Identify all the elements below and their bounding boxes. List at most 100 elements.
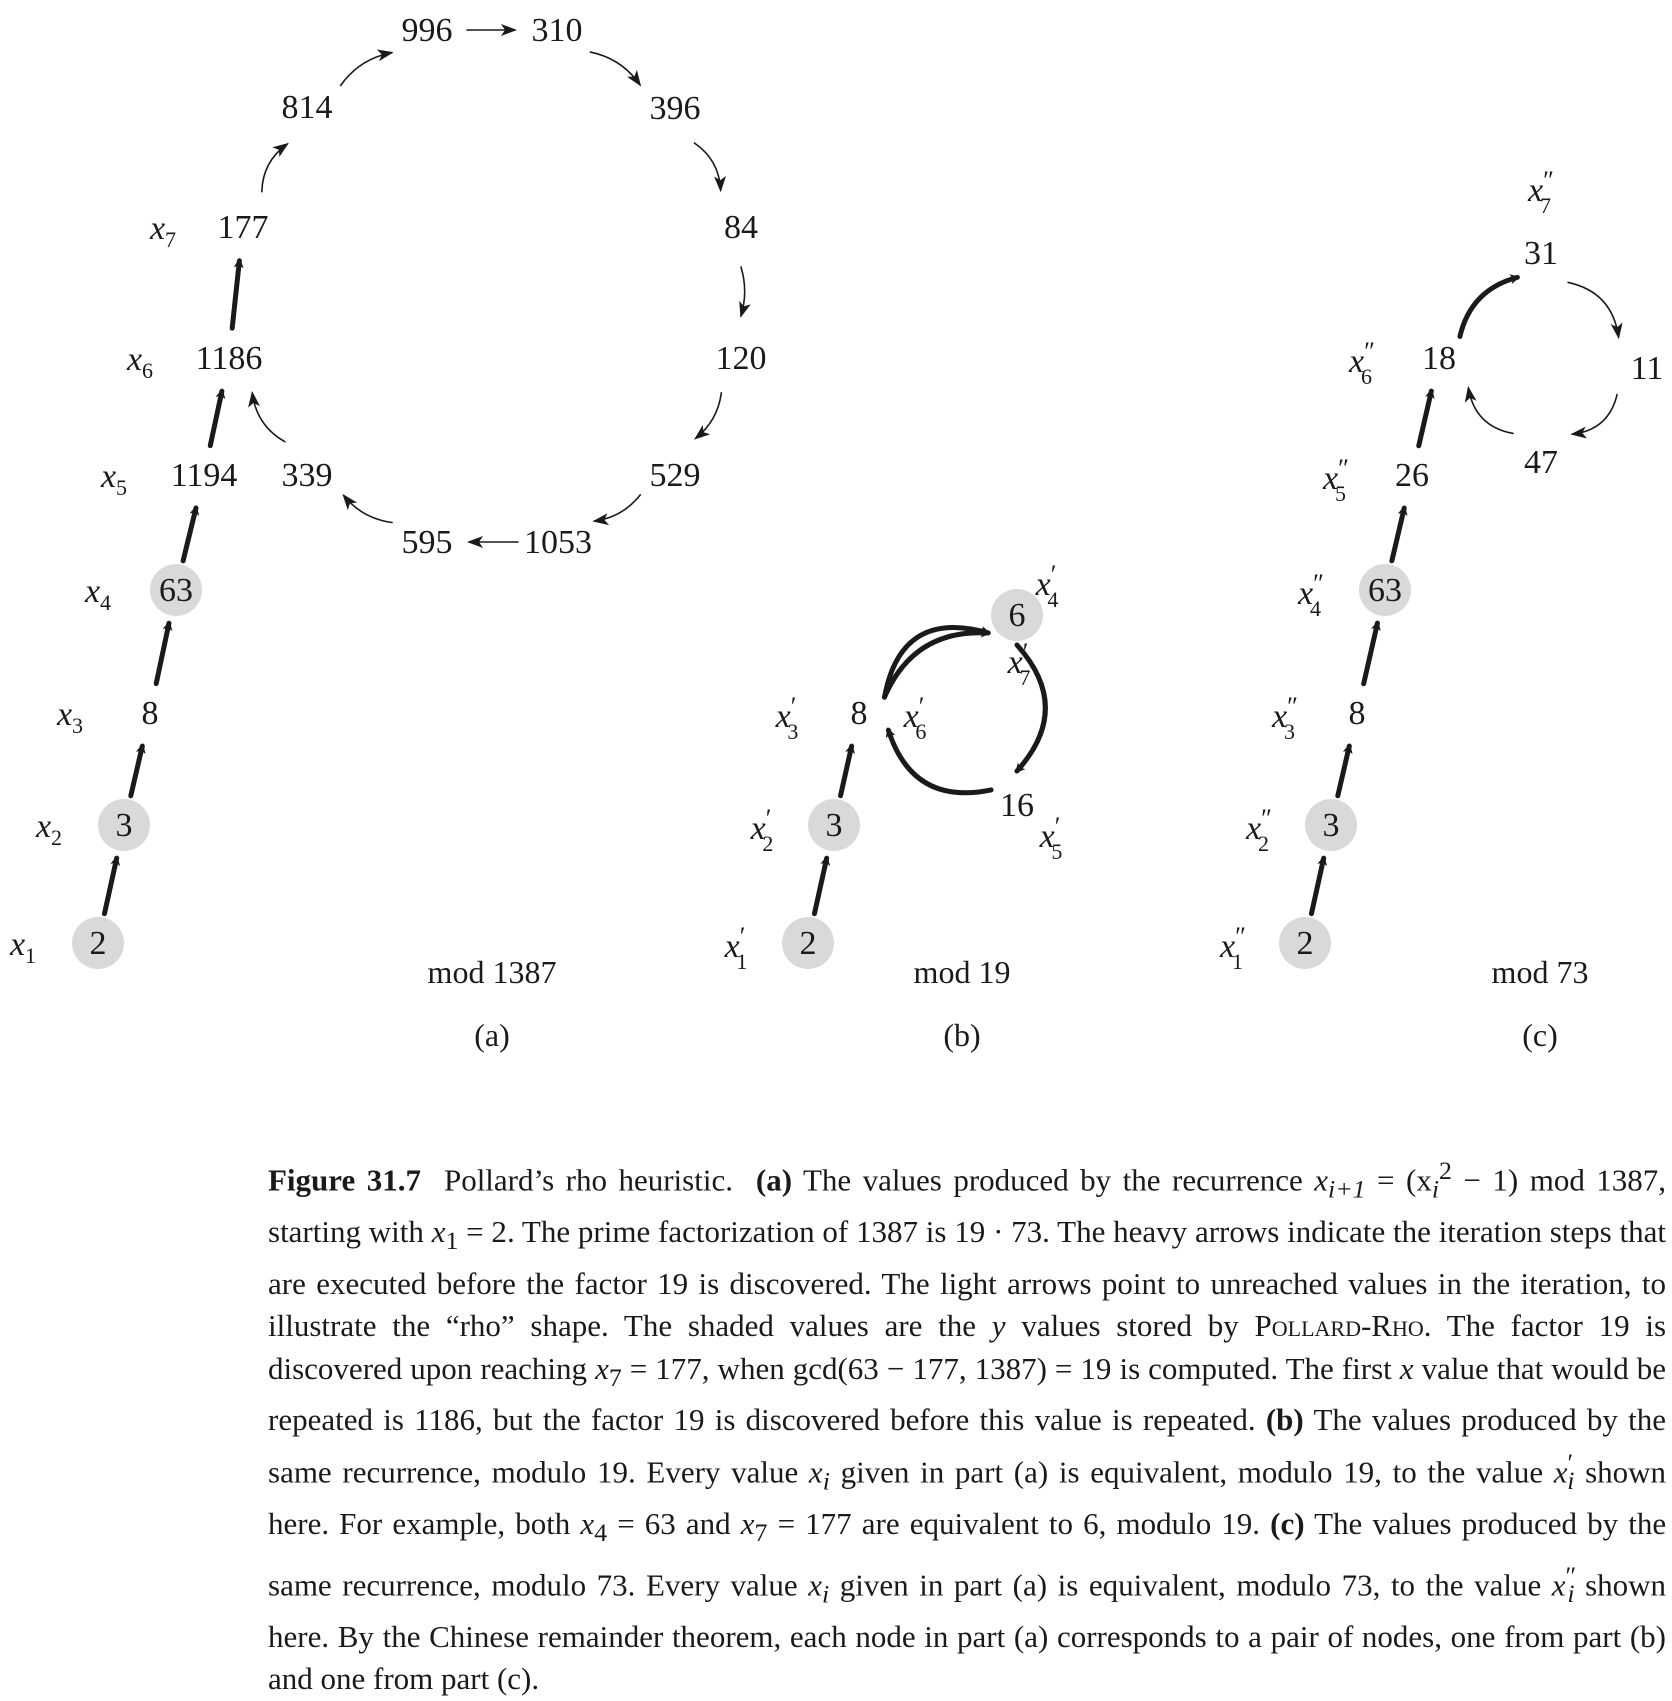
heavy-arrow-c2-c3 xyxy=(1308,855,1328,917)
edges xyxy=(101,24,1623,917)
light-arrow-a177-a814 xyxy=(261,142,289,193)
math-text: = 177 xyxy=(767,1505,852,1541)
node-value: 2 xyxy=(90,925,107,962)
mod-label-a: mod 1387 xyxy=(428,954,557,990)
node-a177: 177 xyxy=(218,209,269,246)
math-var: y xyxy=(991,1308,1006,1344)
mod-label-c: mod 73 xyxy=(1492,954,1589,990)
math-var: x xyxy=(595,1350,609,1386)
light-arrow-a339-a1186 xyxy=(248,390,286,443)
math-var: x xyxy=(1314,1162,1329,1198)
node-value: 31 xyxy=(1524,235,1558,272)
light-arrow-a310-a396 xyxy=(589,51,642,87)
node-label-a3: x2 xyxy=(35,808,62,850)
shaded-node-circle xyxy=(991,589,1043,641)
part-label-b: (b) xyxy=(943,1017,980,1053)
math-var: x xyxy=(1399,1350,1414,1386)
node-label-c26: x″ 5 xyxy=(1322,454,1349,506)
node-value: 1186 xyxy=(196,340,263,377)
node-label-c2: x″ 1 xyxy=(1219,922,1246,974)
light-arrow-c47-c18 xyxy=(1464,386,1514,435)
caption-part-c-tag: (c) xyxy=(1270,1505,1305,1541)
light-arrow-a595-a339 xyxy=(342,493,393,524)
node-a339: 339 xyxy=(282,457,333,494)
node-a529: 529 xyxy=(650,457,701,494)
caption-text: , when gcd(63 − 177, 1387) = 19 is compu… xyxy=(701,1350,1392,1386)
node-a595: 595 xyxy=(402,524,453,561)
caption-text: value that would be repeated is 1186, bu… xyxy=(268,1350,1667,1438)
heavy-arrow-b3-b8 xyxy=(838,743,855,799)
heavy-arrow-a1194-a1186 xyxy=(207,388,226,449)
light-arrow-a529-a1053 xyxy=(592,494,642,526)
node-value: 1053 xyxy=(524,524,592,561)
heavy-arrow-a8-a63 xyxy=(153,620,173,687)
node-c3: 3 xyxy=(1305,799,1357,851)
node-a1194: 1194 xyxy=(171,457,238,494)
math-sup: ′ xyxy=(1567,1447,1574,1477)
heavy-arrow-c63-c26 xyxy=(1389,505,1408,564)
node-value: 11 xyxy=(1631,350,1664,387)
node-c8: 8 xyxy=(1349,695,1366,732)
caption-text: . The prime factorization of 1387 is 19 … xyxy=(268,1214,1666,1344)
node-label-a8: x3 xyxy=(56,696,83,738)
heavy-arrow-a1186-a177 xyxy=(229,257,244,331)
node-c63: 63 xyxy=(1359,564,1411,616)
node-value: 2 xyxy=(800,925,817,962)
shaded-node-circle xyxy=(1305,799,1357,851)
light-arrow-a814-a996 xyxy=(339,49,394,87)
node-a84: 84 xyxy=(724,209,758,246)
node-b3: 3 xyxy=(808,799,860,851)
caption-text: shown here. By the Chinese remainder the… xyxy=(268,1566,1667,1697)
node-value: 339 xyxy=(282,457,333,494)
node-value: 177 xyxy=(218,209,269,246)
light-arrow-c31-c11 xyxy=(1567,281,1623,340)
heavy-arrow-c3-c8 xyxy=(1335,743,1353,799)
math-var: x xyxy=(1553,1454,1568,1490)
math-sub: i+1 xyxy=(1328,1174,1366,1204)
node-value: 120 xyxy=(716,340,767,377)
math-sup: ″ xyxy=(1565,1560,1577,1590)
node-value: 3 xyxy=(826,807,843,844)
caption-part-a-tag: (a) xyxy=(755,1162,793,1198)
node-value: 996 xyxy=(402,12,453,49)
caption-text: given in part (a) is equivalent, modulo … xyxy=(840,1454,1544,1490)
math-var: x xyxy=(431,1214,446,1250)
heavy-arrow-b6-b16 xyxy=(1014,642,1048,774)
node-value: 63 xyxy=(1368,572,1402,609)
node-label-a177: x7 xyxy=(149,210,176,252)
shaded-node-circle xyxy=(808,799,860,851)
caption-text: shown here. For example, both xyxy=(268,1454,1667,1541)
node-value: 595 xyxy=(402,524,453,561)
math-var: x xyxy=(580,1505,595,1541)
math-sub: i xyxy=(822,1466,830,1496)
node-value: 814 xyxy=(282,89,333,126)
node-b6: 6 xyxy=(991,589,1043,641)
heavy-arrow-c18-c31 xyxy=(1457,274,1521,339)
node-label-c63: x″ 4 xyxy=(1297,569,1324,621)
shaded-node-circle xyxy=(72,917,124,969)
node-label-a2: x1 xyxy=(9,926,36,968)
node-value: 396 xyxy=(650,90,701,127)
node-b16: 16 xyxy=(1000,787,1034,824)
node-label-b6: x′ 4 xyxy=(1035,560,1059,612)
node-b8: 8 xyxy=(851,695,868,732)
node-a2: 2 xyxy=(72,917,124,969)
caption-part-b-tag: (b) xyxy=(1265,1402,1304,1438)
math-text: = 177 xyxy=(621,1350,702,1386)
node-c2: 2 xyxy=(1279,917,1331,969)
node-label-c18: x″ 6 xyxy=(1348,337,1375,389)
math-sub: 7 xyxy=(608,1362,622,1392)
figure-caption: Figure 31.7 Pollard’s rho heuristic. (a)… xyxy=(268,1150,1666,1701)
node-value: 8 xyxy=(142,695,159,732)
node-value: 3 xyxy=(116,807,133,844)
caption-text: are equivalent to 6, modulo 19. xyxy=(861,1505,1261,1541)
node-value: 47 xyxy=(1524,444,1558,481)
node-c18: 18 xyxy=(1422,340,1456,377)
node-label-c3: x″ 2 xyxy=(1245,804,1272,856)
node-label-a1186: x6 xyxy=(126,341,153,383)
node-c11: 11 xyxy=(1631,350,1664,387)
node-a120: 120 xyxy=(716,340,767,377)
node-a814: 814 xyxy=(282,89,333,126)
math-text: = 63 xyxy=(607,1505,676,1541)
math-text: − 1) xyxy=(1463,1162,1519,1198)
